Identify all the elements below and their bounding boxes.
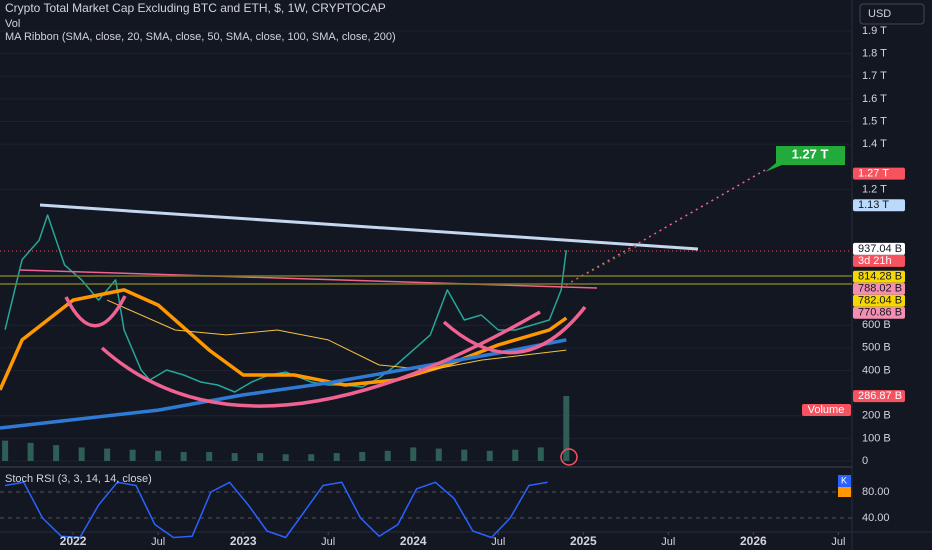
indicator-legend: MA Ribbon (SMA, close, 20, SMA, close, 5… — [5, 31, 396, 43]
volume-bar — [461, 449, 468, 461]
y-tick-label: 100 B — [862, 432, 891, 444]
stoch-legend: Stoch RSI (3, 3, 14, 14, close) — [5, 473, 152, 485]
k-badge-text: K — [841, 475, 847, 485]
volume-tag — [802, 404, 851, 416]
volume-bar — [104, 448, 111, 461]
volume-bar — [2, 440, 9, 461]
volume-bar — [180, 451, 187, 461]
cup-arc — [64, 295, 127, 328]
price-label-text: 770.86 B — [858, 307, 902, 319]
volume-bar — [27, 442, 34, 461]
target-label: 1.27 T — [792, 146, 829, 161]
y-tick-label: 1.4 T — [862, 138, 887, 150]
series-line — [106, 299, 567, 371]
price-label — [853, 294, 905, 307]
volume-bar — [155, 450, 162, 461]
y-tick-label: 1.2 T — [862, 183, 887, 195]
volume-bar — [206, 451, 213, 461]
k-badge — [838, 475, 851, 487]
price-label-text: 814.28 B — [858, 271, 902, 283]
volume-bar — [231, 453, 238, 461]
volume-bar — [512, 449, 519, 461]
projection — [565, 244, 641, 286]
volume-bar — [53, 445, 60, 461]
volume-bar — [384, 450, 391, 461]
volume-bar — [129, 449, 136, 461]
cup-arc — [100, 310, 541, 408]
volume-bar — [537, 447, 544, 461]
y-tick-label: 500 B — [862, 342, 891, 354]
currency-button[interactable] — [859, 3, 925, 25]
y-tick-label: 1.9 T — [862, 25, 887, 37]
volume-legend: Vol — [5, 18, 20, 30]
volume-bar — [282, 454, 289, 461]
x-tick-label: 2022 — [60, 534, 87, 548]
neckline — [19, 269, 598, 289]
volume-bar — [308, 454, 315, 461]
price-label — [853, 242, 905, 255]
countdown: 3d 21h — [858, 255, 892, 267]
y-tick-label: 1.6 T — [862, 93, 887, 105]
price-label — [853, 390, 905, 403]
price-label-text: 937.04 B — [858, 243, 902, 255]
trend-line — [39, 203, 699, 251]
y-tick-label: 200 B — [862, 410, 891, 422]
volume-bar — [257, 453, 264, 461]
y-tick-label: 0 — [862, 455, 868, 467]
x-tick-label: Jul — [151, 536, 165, 548]
y-tick-label: 1.5 T — [862, 115, 887, 127]
y-tick-label: 400 B — [862, 364, 891, 376]
y-tick-label: 40.00 — [862, 512, 890, 524]
series-line — [4, 481, 548, 539]
price-label — [853, 199, 905, 212]
d-badge — [838, 487, 851, 497]
price-label-text: 788.02 B — [858, 283, 902, 295]
price-label-text: 782.04 B — [858, 295, 902, 307]
price-label — [853, 167, 905, 180]
price-label — [853, 282, 905, 295]
y-tick-label: 600 B — [862, 319, 891, 331]
y-tick-label: 1.8 T — [862, 48, 887, 60]
x-tick-label: 2023 — [230, 534, 257, 548]
y-tick-label: 1.7 T — [862, 70, 887, 82]
x-tick-label: Jul — [661, 536, 675, 548]
cup-arc — [442, 305, 587, 355]
x-tick-label: Jul — [491, 536, 505, 548]
price-label-text: 1.27 T — [858, 167, 889, 179]
price-label — [853, 270, 905, 283]
countdown-bg — [853, 254, 905, 267]
volume-bar — [563, 396, 570, 461]
volume-bar — [333, 453, 340, 461]
price-label — [853, 306, 905, 319]
x-tick-label: 2024 — [400, 534, 427, 548]
x-tick-label: 2025 — [570, 534, 597, 548]
x-tick-label: Jul — [831, 536, 845, 548]
volume-bar — [359, 451, 366, 461]
volume-bar — [78, 447, 85, 461]
volume-tag-text: Volume — [808, 404, 845, 416]
volume-bar — [486, 450, 493, 461]
volume-bar — [410, 447, 417, 461]
y-tick-label: 80.00 — [862, 486, 890, 498]
projection — [565, 169, 766, 286]
target-callout — [765, 146, 845, 172]
event-icon — [560, 448, 578, 466]
x-tick-label: Jul — [321, 536, 335, 548]
currency-label: USD — [868, 8, 891, 20]
volume-bar — [435, 448, 442, 461]
price-label-text: 1.13 T — [858, 199, 889, 211]
price-label-text: 286.87 B — [858, 390, 902, 402]
chart-title: Crypto Total Market Cap Excluding BTC an… — [5, 1, 386, 15]
x-tick-label: 2026 — [740, 534, 767, 548]
